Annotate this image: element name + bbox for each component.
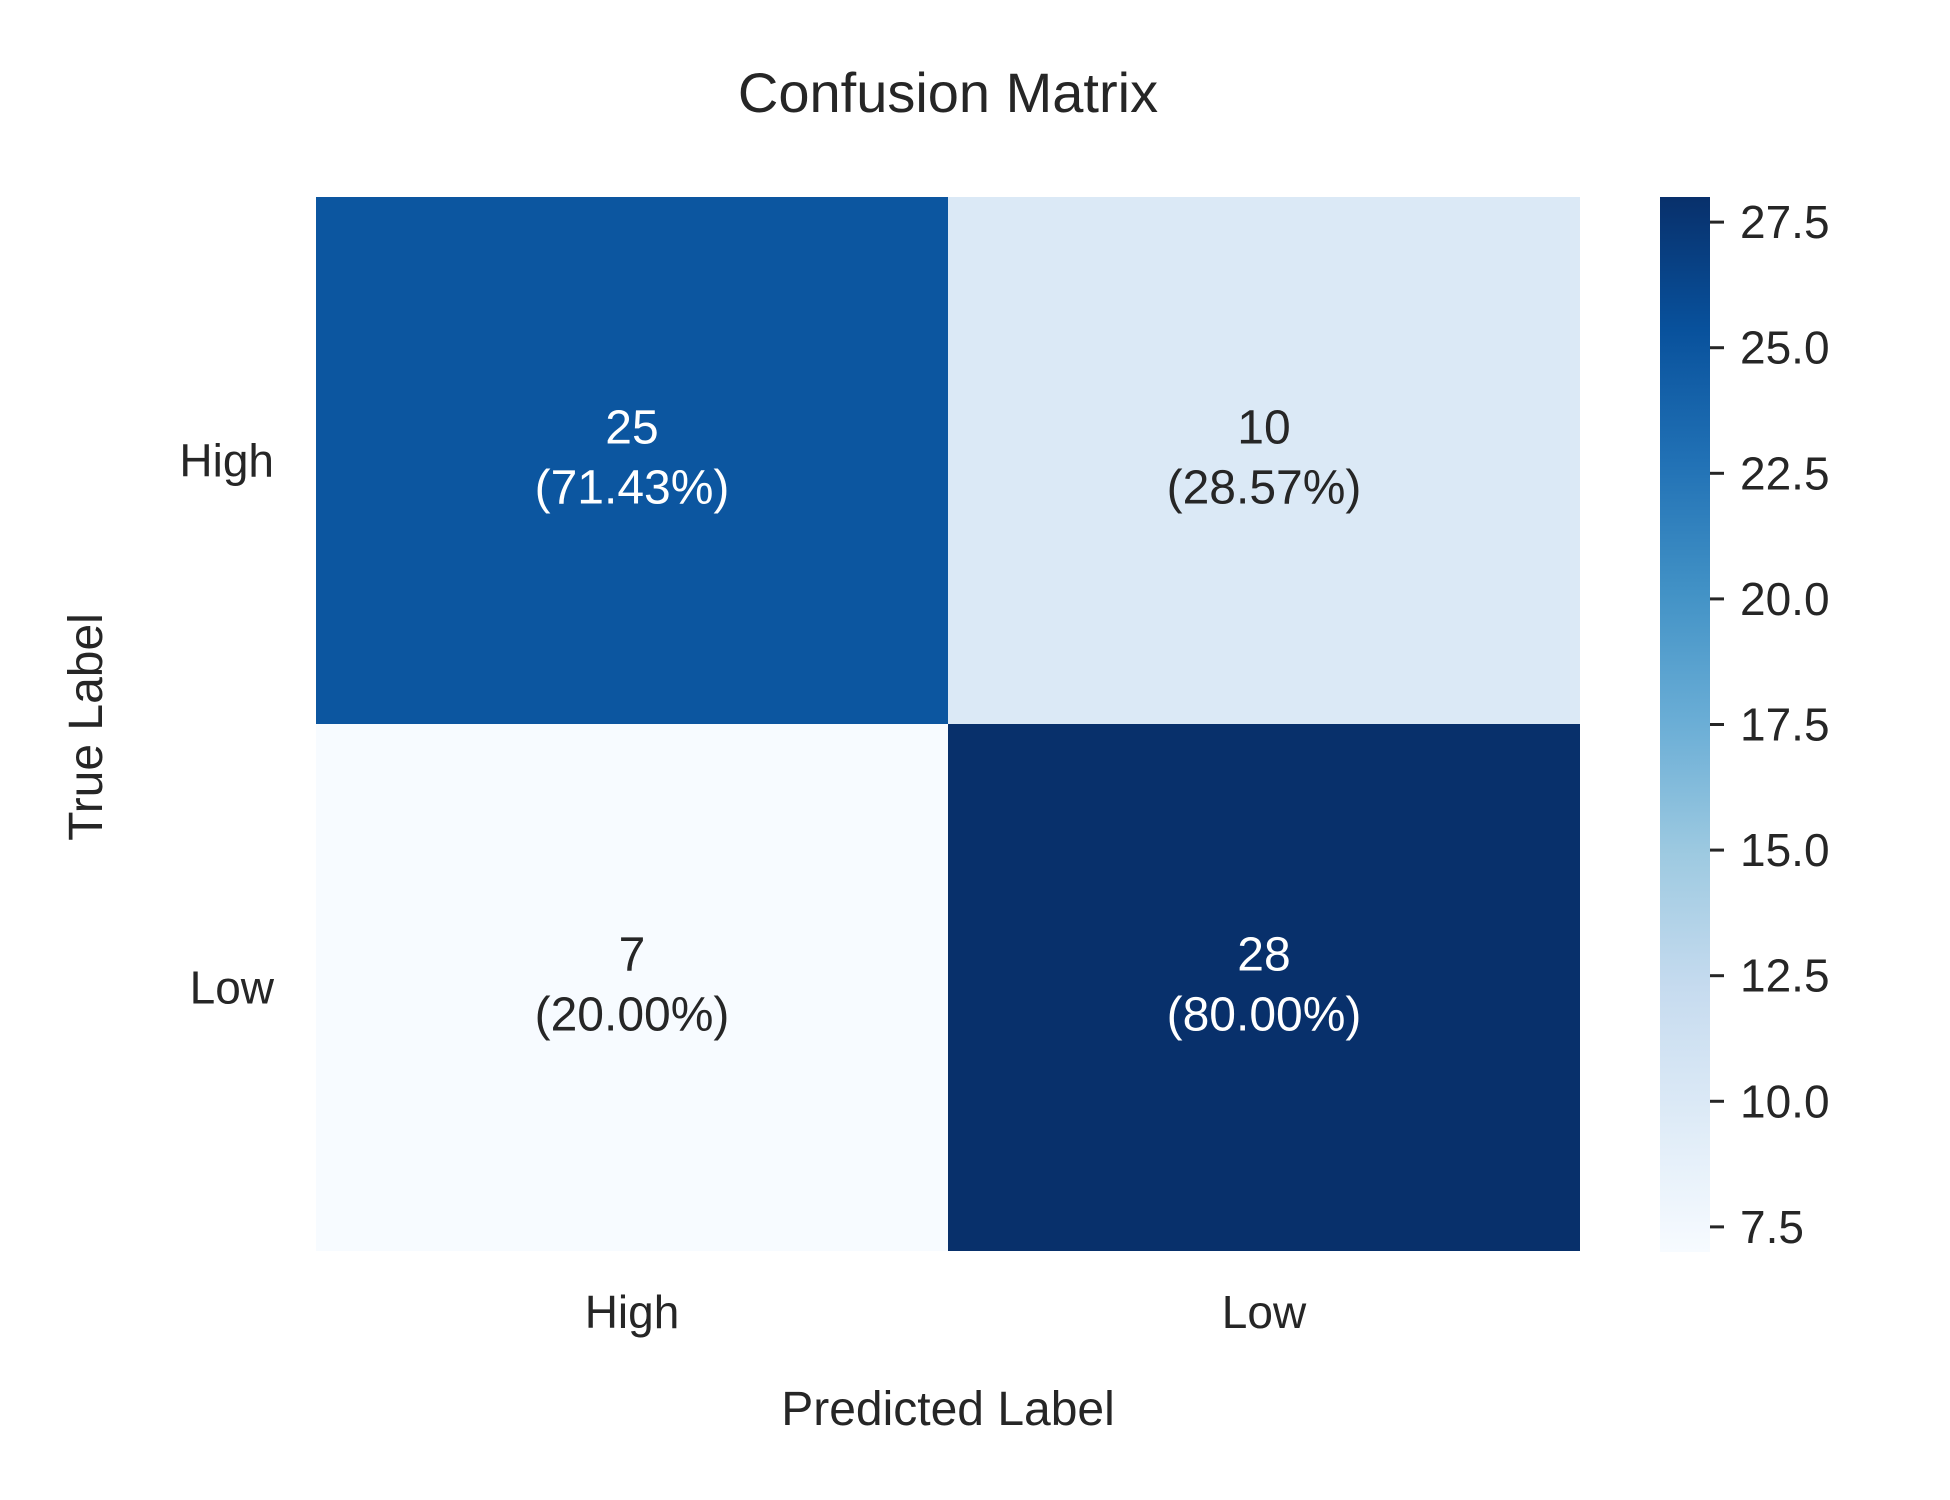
colorbar-tick-label: 15.0 (1740, 824, 1830, 876)
colorbar-ticks: 7.5 10.0 12.5 15.0 17.5 20.0 22.5 25.0 27.5 (1710, 196, 1830, 1253)
cell-percent-label: (28.57%) (1167, 462, 1362, 515)
heatmap-cell (948, 197, 1580, 724)
colorbar-tick-label: 10.0 (1740, 1075, 1830, 1127)
x-tick-label: Low (1222, 1286, 1307, 1338)
heatmap-cell (316, 724, 948, 1251)
cell-percent-label: (71.43%) (535, 462, 730, 515)
cell-percent-label: (20.00%) (535, 989, 730, 1042)
colorbar-tick-label: 22.5 (1740, 447, 1830, 499)
colorbar-tick-label: 27.5 (1740, 196, 1830, 248)
colorbar-tick-label: 25.0 (1740, 322, 1830, 374)
cell-percent-label: (80.00%) (1167, 989, 1362, 1042)
heatmap-cell (948, 724, 1580, 1251)
heatmap-cell (316, 197, 948, 724)
cell-count-label: 25 (605, 402, 658, 455)
y-tick-label: High (179, 435, 274, 487)
heatmap-cells: 25 (71.43%) 10 (28.57%) 7 (20.00%) 28 (80.00%) (316, 197, 1580, 1251)
x-tick-label: High (585, 1286, 680, 1338)
colorbar-tick-label: 20.0 (1740, 573, 1830, 625)
y-axis-ticks: High Low (179, 435, 274, 1014)
colorbar-tick-label: 7.5 (1740, 1201, 1804, 1253)
colorbar-tick-label: 12.5 (1740, 950, 1830, 1002)
chart-title: Confusion Matrix (738, 61, 1158, 124)
y-tick-label: Low (190, 962, 275, 1014)
cell-count-label: 28 (1237, 929, 1290, 982)
colorbar-tick-label: 17.5 (1740, 699, 1830, 751)
x-axis-label: Predicted Label (781, 1383, 1115, 1436)
colorbar (1660, 197, 1710, 1252)
cell-count-label: 10 (1237, 402, 1290, 455)
cell-count-label: 7 (619, 929, 646, 982)
x-axis-ticks: High Low (585, 1286, 1307, 1338)
y-axis-label: True Label (60, 613, 113, 841)
